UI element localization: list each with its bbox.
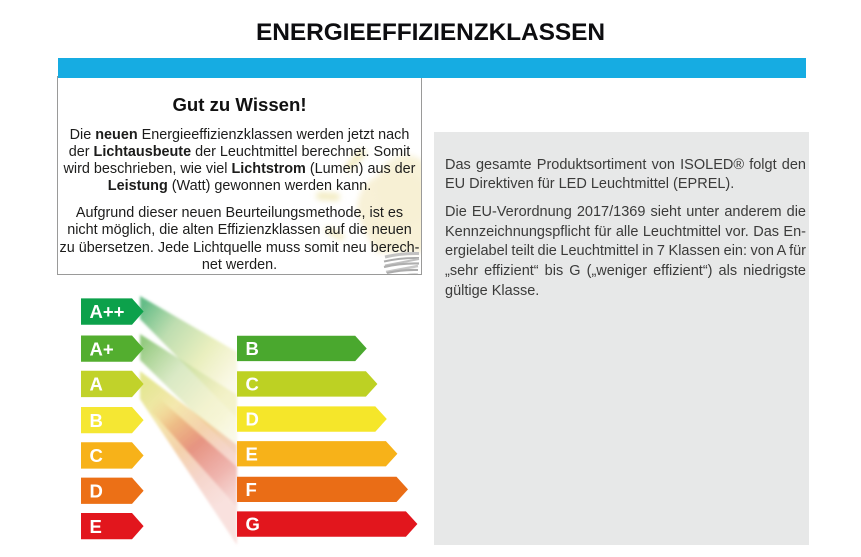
svg-text:A++: A++: [90, 301, 125, 322]
svg-text:C: C: [246, 374, 259, 395]
svg-text:F: F: [246, 479, 257, 500]
svg-text:B: B: [90, 410, 103, 431]
svg-text:E: E: [90, 516, 102, 537]
svg-text:D: D: [246, 409, 259, 430]
svg-text:B: B: [246, 338, 259, 359]
svg-text:A+: A+: [90, 338, 114, 359]
svg-text:C: C: [90, 445, 103, 466]
svg-text:D: D: [90, 480, 103, 501]
svg-text:E: E: [246, 443, 258, 464]
svg-text:A: A: [90, 374, 103, 395]
svg-text:G: G: [246, 514, 260, 535]
